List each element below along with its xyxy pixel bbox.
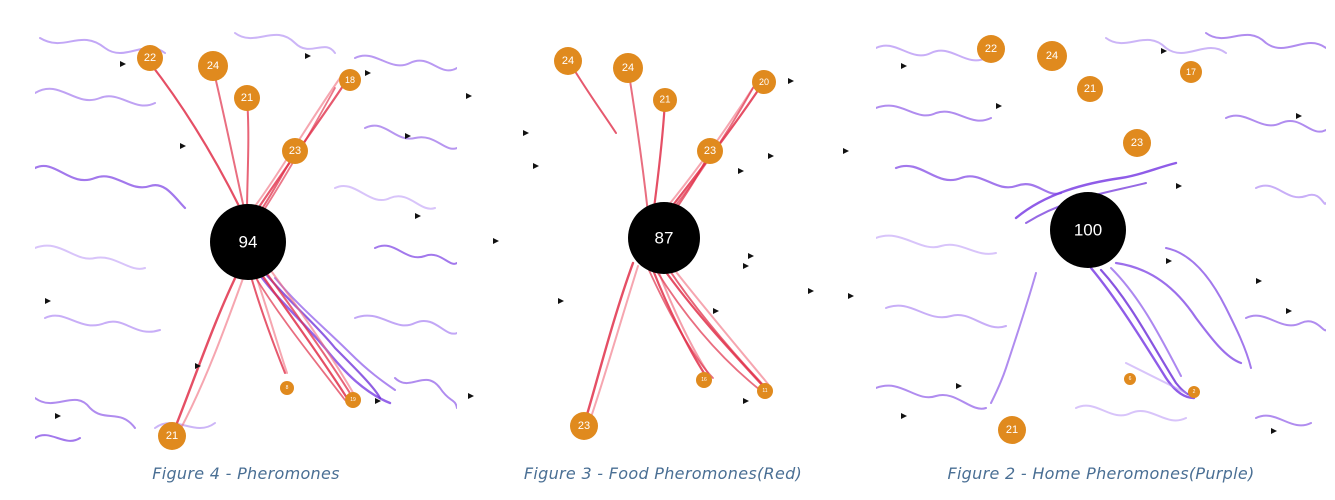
- food-count: 18: [345, 75, 355, 85]
- food-count: 2: [1193, 389, 1196, 395]
- figure-4-panel: 94 22 24 21 18 23 8 19 21: [35, 18, 457, 454]
- figure-2-panel: 100 22 24 21 17 23 6 2 21: [876, 18, 1326, 454]
- food-count: 24: [562, 55, 574, 67]
- food-count: 19: [350, 397, 356, 403]
- food-count: 24: [1046, 50, 1058, 62]
- food-count: 8: [286, 385, 289, 391]
- food-count: 20: [759, 77, 769, 87]
- ants: [901, 48, 1302, 434]
- figure-caption: Figure 4 - Pheromones: [152, 464, 340, 483]
- nest-count: 87: [655, 229, 674, 248]
- food-count: 16: [701, 377, 707, 383]
- food-sources: 22 24 21 18 23 8 19 21: [137, 45, 361, 450]
- food-count: 22: [144, 52, 156, 64]
- figure-caption: Figure 2 - Home Pheromones(Purple): [947, 464, 1255, 483]
- food-count: 21: [659, 95, 671, 106]
- food-count: 24: [207, 60, 219, 72]
- nest-count: 94: [239, 233, 258, 252]
- food-count: 23: [1131, 137, 1143, 149]
- food-count: 11: [762, 388, 767, 394]
- food-count: 21: [166, 430, 178, 442]
- food-count: 6: [1129, 376, 1132, 382]
- food-count: 22: [985, 43, 997, 55]
- nest: 100: [1050, 192, 1126, 268]
- figure-3-panel: 87 24 24 21 20 23 16 11 23: [458, 18, 868, 454]
- nest: 87: [628, 202, 700, 274]
- home-pheromone-trails: [35, 32, 457, 442]
- food-count: 21: [1006, 424, 1018, 436]
- food-sources: 24 24 21 20 23 16 11 23: [554, 47, 776, 440]
- food-sources: 22 24 21 17 23 6 2 21: [977, 35, 1202, 444]
- pheromone-simulation-canvas: 100 22 24 21 17 23 6 2 21: [876, 32, 1326, 444]
- figure-caption: Figure 3 - Food Pheromones(Red): [523, 464, 803, 483]
- food-count: 23: [704, 145, 716, 157]
- food-count: 23: [578, 420, 590, 432]
- nest-count: 100: [1074, 221, 1102, 240]
- pheromone-simulation-canvas: 94 22 24 21 18 23 8 19 21: [35, 32, 457, 450]
- pheromone-simulation-canvas: 87 24 24 21 20 23 16 11 23: [466, 47, 854, 440]
- home-pheromone-trails: [876, 32, 1326, 427]
- food-count: 17: [1186, 67, 1196, 77]
- food-count: 21: [1084, 83, 1096, 95]
- food-count: 23: [289, 145, 301, 157]
- food-count: 24: [622, 62, 634, 74]
- food-count: 21: [241, 92, 253, 104]
- nest: 94: [210, 204, 286, 280]
- ants: [466, 78, 854, 404]
- ants: [45, 53, 421, 419]
